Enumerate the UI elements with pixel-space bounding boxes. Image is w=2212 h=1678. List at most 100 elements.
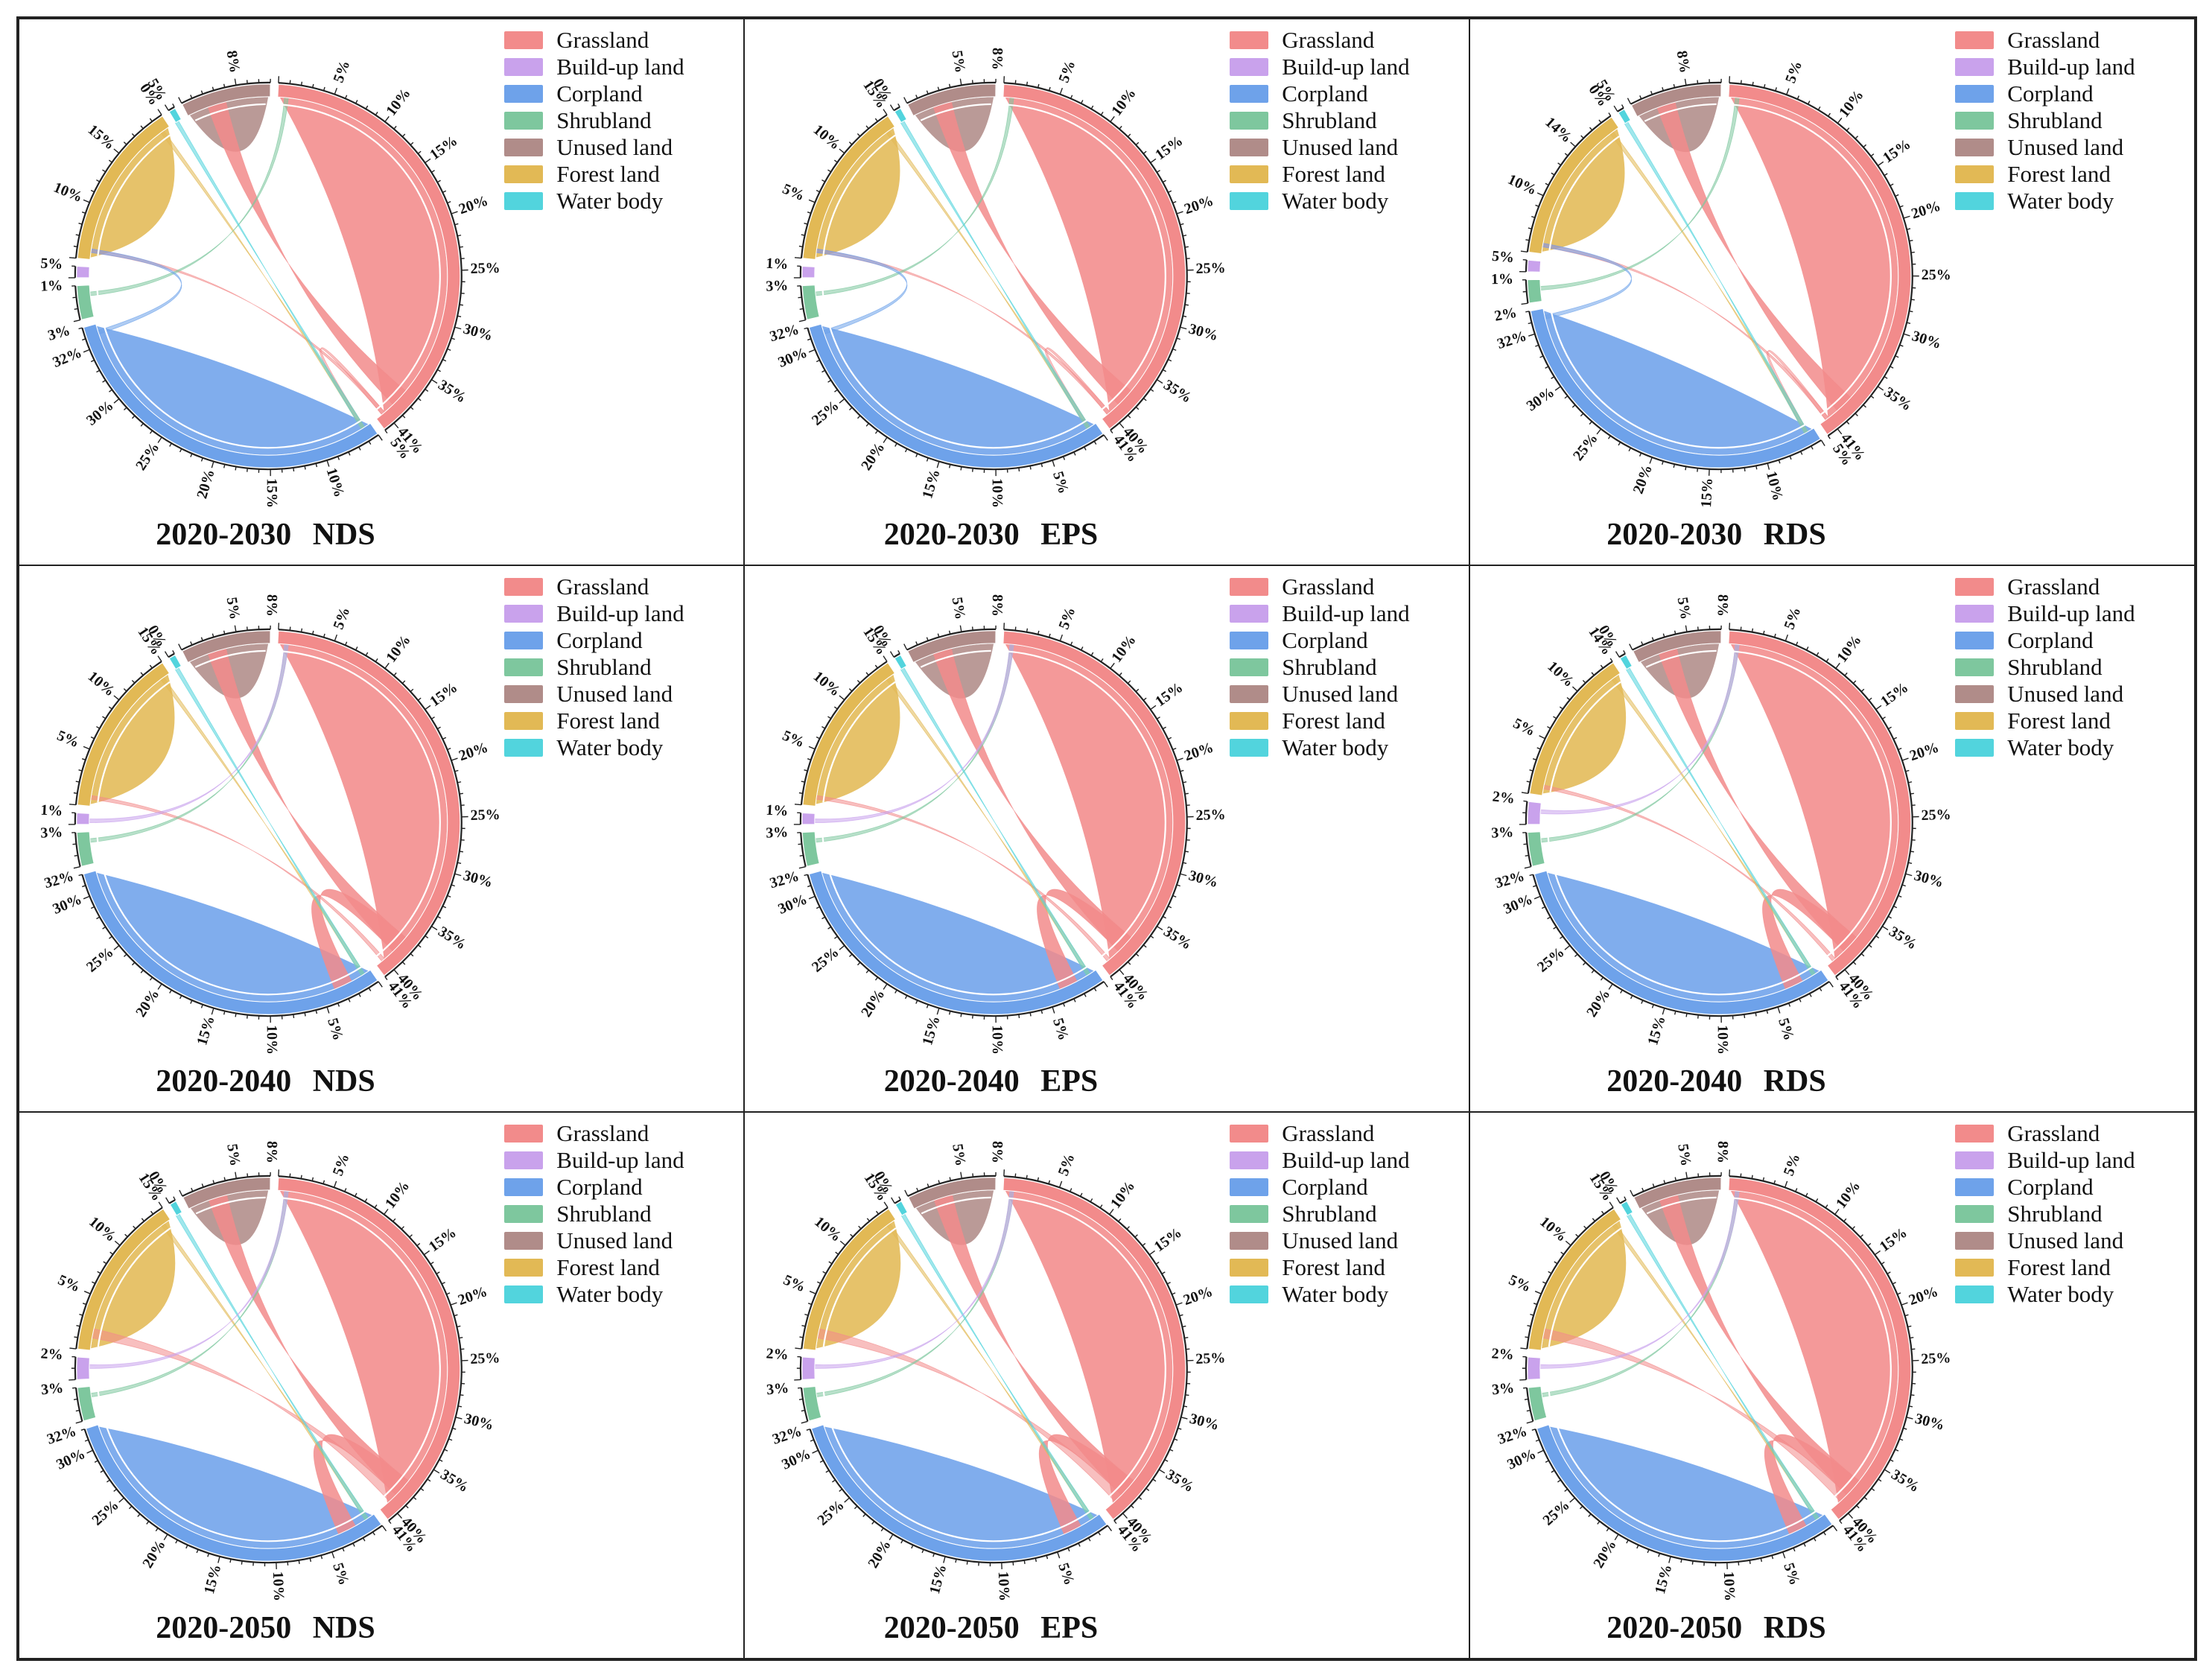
legend-item-unused-land: Unused land bbox=[504, 1227, 684, 1254]
tick-label: 5% bbox=[949, 49, 969, 74]
axis-tick bbox=[1084, 993, 1087, 997]
axis-tick bbox=[179, 1189, 183, 1197]
legend: Grassland Build-up land Corpland Shrubland U… bbox=[1230, 27, 1410, 214]
legend-label: Corpland bbox=[556, 627, 643, 653]
sector-guide-line bbox=[105, 1426, 366, 1542]
axis-tick bbox=[124, 1233, 128, 1238]
axis-tick bbox=[1609, 1201, 1614, 1208]
sector-guide-line bbox=[103, 325, 363, 449]
tick-label: 5% bbox=[781, 1271, 808, 1295]
axis-tick bbox=[1119, 125, 1122, 130]
axis-tick bbox=[1575, 1233, 1579, 1238]
axis-tick bbox=[1784, 634, 1789, 641]
axis-tick bbox=[794, 804, 802, 806]
axis-tick bbox=[109, 935, 112, 939]
axis-tick bbox=[331, 1551, 335, 1559]
axis-tick bbox=[1067, 1547, 1070, 1552]
axis-tick bbox=[81, 211, 86, 214]
sector-axis bbox=[1525, 1356, 1528, 1380]
tick-label: 32% bbox=[51, 344, 84, 371]
axis-tick bbox=[69, 804, 77, 806]
tick-label: 5% bbox=[330, 605, 353, 632]
axis-tick bbox=[1142, 1242, 1146, 1247]
tick-label: 30% bbox=[1187, 867, 1220, 891]
tick-label: 20% bbox=[1181, 1283, 1215, 1309]
axis-tick bbox=[96, 369, 101, 373]
tick-labels: 5%10%15%20%25%30%35%40%41%5%10%15%20%25%… bbox=[40, 1141, 500, 1601]
sector-guide-line bbox=[97, 134, 171, 256]
axis-tick bbox=[883, 436, 888, 443]
tick-label: 20% bbox=[457, 193, 490, 218]
axis-tick bbox=[1740, 80, 1742, 84]
tick-label: 35% bbox=[1886, 924, 1919, 953]
axis-tick bbox=[436, 726, 441, 730]
tick-label: 10% bbox=[811, 1213, 845, 1245]
axis-tick bbox=[114, 1240, 121, 1246]
chord-panel: 5% 10% 15% 20% 25% 30% 35% 40% 41% 5% 10% 15% 20% 25%… bbox=[744, 1112, 1469, 1659]
sector-axis bbox=[906, 628, 997, 651]
axis-tick bbox=[190, 453, 193, 457]
axis-tick bbox=[1630, 1189, 1634, 1197]
legend-item-unused-land: Unused land bbox=[504, 134, 684, 161]
axis-tick bbox=[891, 1197, 895, 1204]
axis-tick bbox=[172, 103, 175, 107]
axis-tick bbox=[83, 199, 90, 203]
axis-tick bbox=[904, 995, 908, 1000]
axis-tick bbox=[1534, 895, 1541, 900]
legend-item-shrubland: Shrubland bbox=[1230, 107, 1409, 134]
tick-label: 5% bbox=[949, 1142, 969, 1167]
chord-diagram: 5%10%15%20%25%30%35%40%41%5%10%15%20%25%… bbox=[1491, 594, 1951, 1055]
axis-tick bbox=[938, 1180, 941, 1184]
axis-tick bbox=[1887, 1271, 1891, 1274]
axis-tick bbox=[1103, 981, 1108, 988]
legend-swatch bbox=[504, 739, 544, 757]
axis-tick bbox=[1901, 884, 1906, 887]
axis-tick bbox=[1663, 1180, 1666, 1184]
axis-tick bbox=[365, 652, 369, 656]
axis-tick bbox=[1910, 251, 1915, 253]
sector-axis bbox=[75, 1207, 163, 1350]
tick-label: 5% bbox=[1781, 1151, 1804, 1178]
axis-tick bbox=[926, 457, 929, 462]
axis-tick bbox=[393, 125, 397, 130]
tick-label: 25% bbox=[1921, 1350, 1951, 1367]
legend-item-forest-land: Forest land bbox=[1230, 708, 1409, 734]
axis-tick bbox=[1156, 716, 1160, 719]
sector-shrubland bbox=[801, 831, 820, 867]
axis-tick bbox=[1531, 215, 1536, 218]
legend-label: Forest land bbox=[2007, 708, 2111, 734]
axis-tick bbox=[1621, 104, 1624, 109]
axis-tick bbox=[1119, 969, 1125, 976]
axis-tick bbox=[123, 688, 127, 692]
sector-unused-land bbox=[1633, 1177, 1722, 1210]
sector-guide-line bbox=[921, 1196, 991, 1215]
sector-guide-line bbox=[282, 1197, 441, 1502]
tick-label: 20% bbox=[133, 986, 162, 1020]
axis-tick bbox=[157, 655, 162, 662]
tick-label: 30% bbox=[1501, 891, 1535, 918]
axis-tick bbox=[175, 1539, 178, 1544]
chord-diagram: 5%10%15%20%25%30%35%40%41%5%10%15%20%25%… bbox=[40, 1141, 500, 1601]
axis-tick bbox=[1135, 688, 1140, 693]
axis-tick bbox=[80, 1428, 85, 1431]
legend-item-water-body: Water body bbox=[1955, 734, 2135, 761]
tick-label: 20% bbox=[456, 1283, 489, 1309]
axis-tick bbox=[1828, 112, 1831, 117]
chord-diagram: 5%10%15%20%25%30%35%40%41%5%10%15%20%25%… bbox=[766, 1141, 1226, 1601]
axis-tick bbox=[1809, 993, 1812, 997]
axis-tick bbox=[441, 1282, 445, 1285]
axis-tick bbox=[834, 935, 838, 939]
axis-tick bbox=[1073, 998, 1076, 1002]
axis-tick bbox=[78, 769, 83, 772]
axis-tick bbox=[1536, 192, 1544, 197]
tick-label: 30% bbox=[51, 891, 84, 918]
sector-shrubland bbox=[76, 285, 95, 320]
tick-label: 15% bbox=[919, 1014, 943, 1048]
axis-tick bbox=[452, 1427, 457, 1430]
axis-tick bbox=[821, 725, 826, 729]
axis-tick bbox=[1620, 989, 1623, 994]
tick-label: 30% bbox=[1524, 384, 1557, 415]
legend-label: Shrubland bbox=[2007, 654, 2103, 680]
tick-label: 25% bbox=[1921, 807, 1951, 824]
axis-tick bbox=[1600, 664, 1604, 669]
